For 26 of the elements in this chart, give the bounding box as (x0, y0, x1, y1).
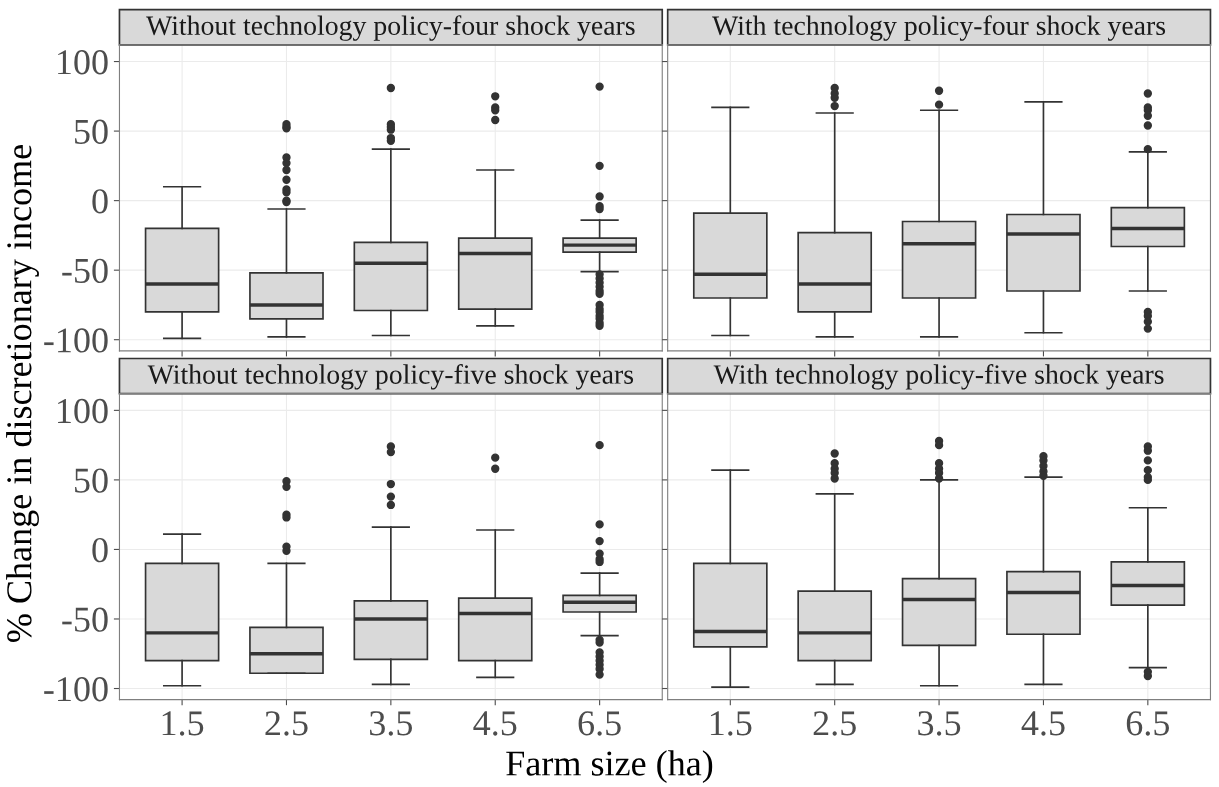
y-tick-label: -50 (62, 607, 108, 632)
x-axis-title: Farm size (ha) (506, 750, 713, 784)
y-tick-label: 0 (92, 189, 108, 214)
x-tick-label: 4.5 (473, 711, 517, 736)
y-axis-title: % Change in discretionary income (6, 145, 39, 642)
x-tick-label: 4.5 (1021, 711, 1065, 736)
x-tick-label: 2.5 (813, 711, 856, 736)
x-tick-label: 2.5 (265, 711, 308, 736)
y-tick-label: 0 (92, 537, 108, 563)
y-tick-label: -50 (62, 258, 108, 284)
chart-title: With technology policy-five shock years (713, 364, 1164, 390)
chart-title: Without technology policy-five shock years (147, 364, 634, 390)
x-tick-label: 1.5 (710, 711, 752, 736)
y-tick-label: 100 (58, 50, 108, 75)
x-tick-label: 6.5 (578, 711, 621, 736)
y-tick-label: 50 (75, 468, 108, 493)
x-tick-label: 6.5 (1126, 711, 1169, 736)
y-tick-label: -100 (44, 328, 108, 353)
x-tick-label: 3.5 (370, 711, 413, 736)
y-tick-label: -100 (44, 677, 108, 702)
chart-title: With technology policy-four shock years (712, 15, 1166, 41)
y-tick-label: 100 (58, 398, 108, 424)
x-tick-label: 3.5 (918, 711, 961, 736)
y-tick-label: 50 (75, 119, 108, 144)
x-tick-label: 1.5 (162, 711, 204, 736)
chart-title: Without technology policy-four shock years (146, 15, 635, 41)
